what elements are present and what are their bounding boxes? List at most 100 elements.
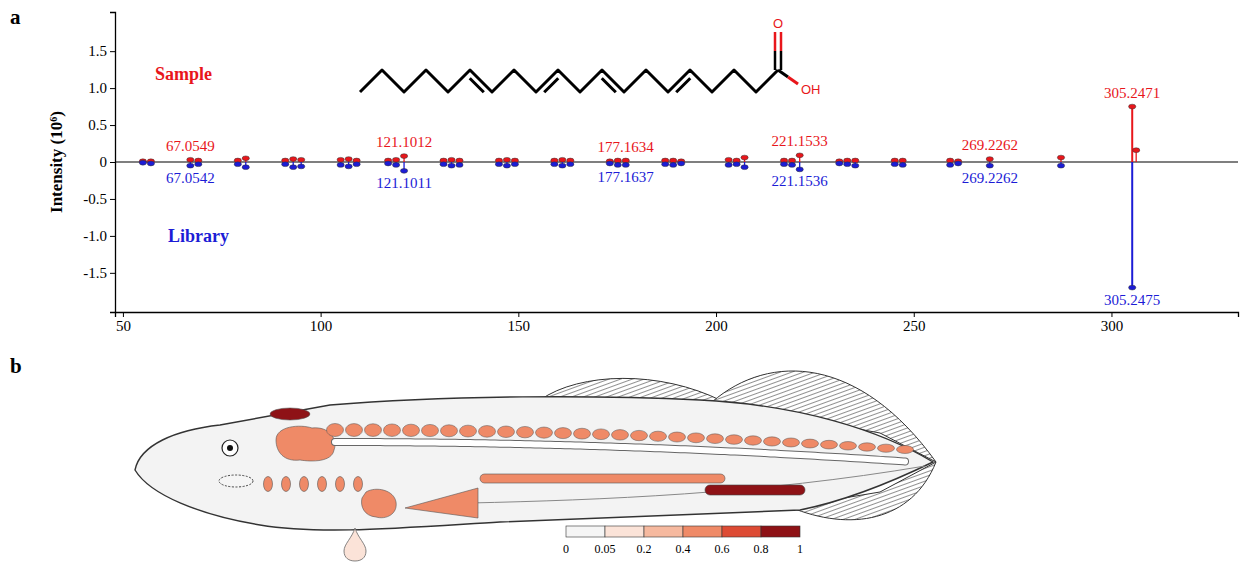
carbonyl-bond [780,51,783,70]
y-tick-label: -0.5 [83,191,107,207]
colorbar-label: 0.2 [637,542,652,556]
peak-marker [187,157,194,162]
double-bond [602,78,616,92]
peak-marker [622,163,629,168]
tissue-muscle [498,426,515,438]
y-axis-line [110,13,116,313]
colorbar-box [566,526,605,537]
tissue-muscle [460,425,477,437]
x-tick-mark [321,312,322,317]
tissue-muscle [346,424,363,437]
tissue-muscle [612,430,629,441]
peak-marker [242,156,249,161]
x-tick: 50 [116,312,131,334]
tissue-brain [276,426,335,461]
peak-marker [955,161,962,166]
tissue-muscle [726,435,743,445]
tissue-muscle [764,437,781,446]
body-contour [470,466,925,503]
tissue-muscle [422,424,439,436]
panel-label: b [10,354,22,378]
peak-marker [290,165,297,170]
peak-marker [559,157,566,162]
x-tick-label: 100 [310,318,333,334]
tissue-muscle [745,436,762,445]
tissue-muscle [650,431,667,441]
background [0,0,1249,565]
peak-marker [298,164,305,169]
tissue-gill [300,477,309,492]
peak-label: 221.1536 [772,173,829,189]
x-tick-mark [1111,312,1112,317]
structure: OOH [360,16,821,97]
tissue-oral [219,475,253,487]
x-tick-mark [123,312,124,317]
tissue-muscle [878,444,895,452]
tissue-muscle [441,425,458,437]
peak-marker [282,162,289,167]
tissue-muscle [859,443,876,451]
carbonyl-bond [780,32,783,51]
peak-marker [1133,148,1140,153]
peak-marker [733,162,740,167]
peak-label: 269.2262 [962,170,1018,186]
tissue-muscle [555,428,572,439]
tissue-muscle [897,445,914,453]
peak-marker [741,165,748,170]
peak-marker [1057,163,1064,168]
y-tick-label: 1.0 [88,80,107,96]
peak-label: 305.2475 [1104,292,1160,308]
carbon-chain [360,70,778,92]
colorbar-label: 0.4 [676,542,691,556]
peak-marker [448,157,455,162]
series-label: Library [168,226,229,246]
y-tick-mark [110,51,115,52]
y-tick-mark [110,88,115,89]
y-tick: -1.5 [83,265,115,281]
x-tick-label: 200 [705,318,728,334]
x-tick: 150 [508,312,531,334]
x-tick-mark [914,312,915,317]
tissue-muscle [631,430,648,440]
y-axis: -1.5-1.0-0.500.51.01.5 [83,13,115,313]
peak-marker [606,161,613,166]
colorbar-label: 0.05 [595,542,616,556]
peak-marker [844,162,851,167]
tissue-muscle [479,426,496,438]
colorbar-label: 0 [563,542,569,556]
tissue-dorsal [270,408,310,420]
y-tick-mark [110,125,115,126]
animal [135,371,936,561]
tissue-gill [354,477,363,492]
colorbar-label: 1 [797,542,803,556]
peak-marker [780,162,787,167]
eye [222,440,238,456]
peak-marker [551,162,558,167]
y-tick-mark [110,273,115,274]
peak-label: 221.1533 [772,133,828,149]
notochord [335,442,905,461]
x-tick: 100 [310,312,333,334]
peak-marker [559,163,566,168]
tissue-muscle [365,424,382,437]
tissue-muscle [707,434,724,444]
peak-marker [725,157,732,162]
peak-marker [392,163,399,168]
x-tick-label: 300 [1101,318,1124,334]
pupil [227,445,233,451]
notochord-outline [335,442,905,461]
hydroxyl-bond [778,70,788,77]
carbonyl-bond [774,51,777,70]
colorbar-box [761,526,800,537]
y-tick-label: -1.0 [83,228,107,244]
peak-marker [986,157,993,162]
double-bond [470,78,484,92]
peak-marker [385,161,392,166]
peak-marker [662,162,669,167]
tissue-muscle [688,433,705,443]
tissue-muscle [821,440,838,449]
peak-stem [1131,162,1133,288]
tissue-gonad [705,485,805,495]
peak-marker [345,164,352,169]
peak-marker [614,163,621,168]
